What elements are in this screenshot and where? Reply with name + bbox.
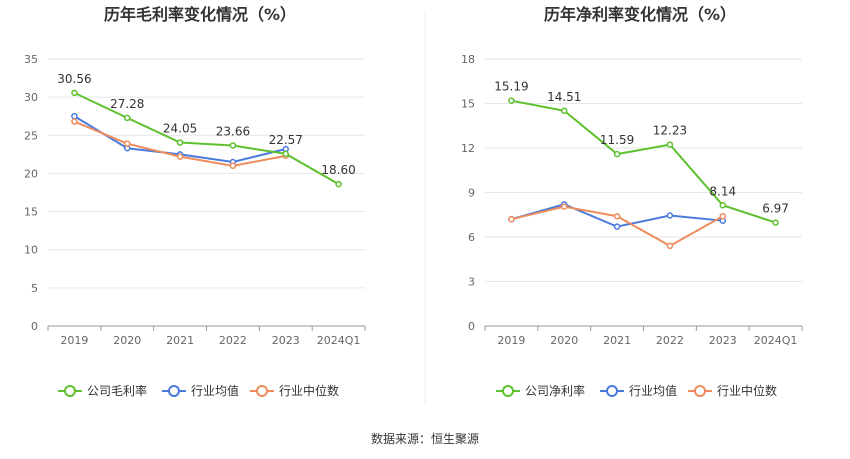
legend-item[interactable]: 行业均值	[600, 383, 677, 398]
legend-marker	[168, 385, 180, 397]
y-tick-label: 5	[31, 282, 38, 295]
data-point[interactable]	[508, 215, 515, 223]
x-tick-label: 2024Q1	[317, 334, 361, 347]
data-label: 11.59	[600, 133, 634, 147]
legend-marker	[64, 385, 76, 397]
series-line	[73, 91, 340, 185]
data-label: 12.23	[653, 124, 687, 138]
x-tick-label: 2024Q1	[754, 334, 798, 347]
legend-label: 行业中位数	[279, 383, 339, 398]
data-label: 23.66	[216, 125, 250, 139]
y-tick-label: 0	[468, 320, 475, 333]
data-point[interactable]	[772, 219, 779, 226]
y-tick-label: 25	[24, 129, 38, 142]
data-point[interactable]	[335, 180, 342, 188]
data-label: 24.05	[163, 122, 197, 136]
data-label: 22.57	[269, 133, 303, 147]
legend-label: 公司净利率	[525, 383, 585, 398]
y-tick-label: 15	[24, 206, 38, 219]
x-tick-label: 2023	[272, 334, 300, 347]
series-1: 15.19 14.51 11.59 12.23 8.14 6.97	[494, 80, 789, 226]
series-3	[508, 203, 726, 250]
y-tick-label: 6	[468, 231, 475, 244]
chart-1: 历年毛利率变化情况（%） 0 5 10 15 20 25 30 35 2019 2020 2021 20…	[24, 5, 366, 398]
legend-item[interactable]: 公司毛利率	[58, 383, 147, 398]
series-line	[511, 99, 776, 224]
source-label: 数据来源：恒生聚源	[371, 431, 479, 446]
chart-2: 历年净利率变化情况（%） 0 3 6 9 12 15 18 2019 2020 2021 2022 20…	[461, 5, 803, 398]
legend-marker	[694, 385, 706, 397]
y-tick-label: 18	[461, 53, 475, 66]
data-point[interactable]	[508, 97, 515, 104]
data-label: 8.14	[709, 184, 736, 198]
data-point[interactable]	[666, 242, 674, 250]
data-point[interactable]	[176, 153, 184, 160]
chart-title: 历年毛利率变化情况（%）	[104, 5, 296, 24]
data-label: 30.56	[57, 72, 91, 86]
data-label: 15.19	[494, 80, 528, 94]
x-tick-label: 2023	[709, 334, 737, 347]
legend-label: 行业均值	[629, 383, 677, 398]
legend-item[interactable]: 公司净利率	[496, 383, 585, 398]
y-tick-label: 3	[468, 276, 475, 289]
data-point[interactable]	[229, 142, 237, 149]
legend-marker	[256, 385, 268, 397]
x-tick-label: 2020	[113, 334, 141, 347]
data-point[interactable]	[229, 162, 237, 170]
data-point[interactable]	[719, 202, 726, 209]
data-point[interactable]	[124, 114, 131, 122]
data-point[interactable]	[124, 140, 131, 147]
data-point[interactable]	[561, 107, 568, 115]
data-point[interactable]	[71, 112, 78, 120]
data-point[interactable]	[613, 212, 621, 220]
y-tick-label: 12	[461, 142, 475, 155]
series-1: 30.56 27.28 24.05 23.66 22.57 18.60	[57, 72, 356, 188]
x-tick-label: 2021	[166, 334, 194, 347]
data-label: 27.28	[110, 97, 144, 111]
y-tick-label: 9	[468, 187, 475, 200]
y-tick-label: 35	[24, 53, 38, 66]
data-label: 18.60	[321, 163, 355, 177]
y-tick-label: 10	[24, 244, 38, 257]
y-tick-label: 0	[31, 320, 38, 333]
data-point[interactable]	[561, 203, 568, 210]
legend-item[interactable]: 行业均值	[162, 383, 239, 398]
legend-marker	[606, 385, 618, 397]
x-tick-label: 2020	[550, 334, 578, 347]
data-point[interactable]	[719, 212, 726, 220]
y-tick-label: 20	[24, 167, 38, 180]
legend-item[interactable]: 行业中位数	[688, 383, 777, 398]
legend-label: 行业均值	[191, 383, 239, 398]
legend-label: 公司毛利率	[87, 383, 147, 398]
y-tick-label: 15	[461, 98, 475, 111]
data-label: 14.51	[547, 90, 581, 104]
data-point[interactable]	[666, 212, 674, 219]
legend-item[interactable]: 行业中位数	[250, 383, 339, 398]
legend-label: 行业中位数	[717, 383, 777, 398]
legend-marker	[502, 385, 514, 397]
data-point[interactable]	[71, 118, 78, 125]
x-tick-label: 2021	[603, 334, 631, 347]
x-tick-label: 2022	[219, 334, 247, 347]
x-tick-label: 2022	[656, 334, 684, 347]
data-point[interactable]	[666, 141, 674, 148]
x-tick-label: 2019	[497, 334, 525, 347]
data-point[interactable]	[613, 223, 621, 230]
data-point[interactable]	[282, 150, 289, 158]
chart-title: 历年净利率变化情况（%）	[544, 5, 736, 24]
data-label: 6.97	[762, 202, 789, 216]
data-point[interactable]	[176, 139, 184, 146]
data-point[interactable]	[71, 89, 78, 97]
data-point[interactable]	[613, 150, 621, 158]
x-tick-label: 2019	[60, 334, 88, 347]
y-tick-label: 30	[24, 91, 38, 104]
